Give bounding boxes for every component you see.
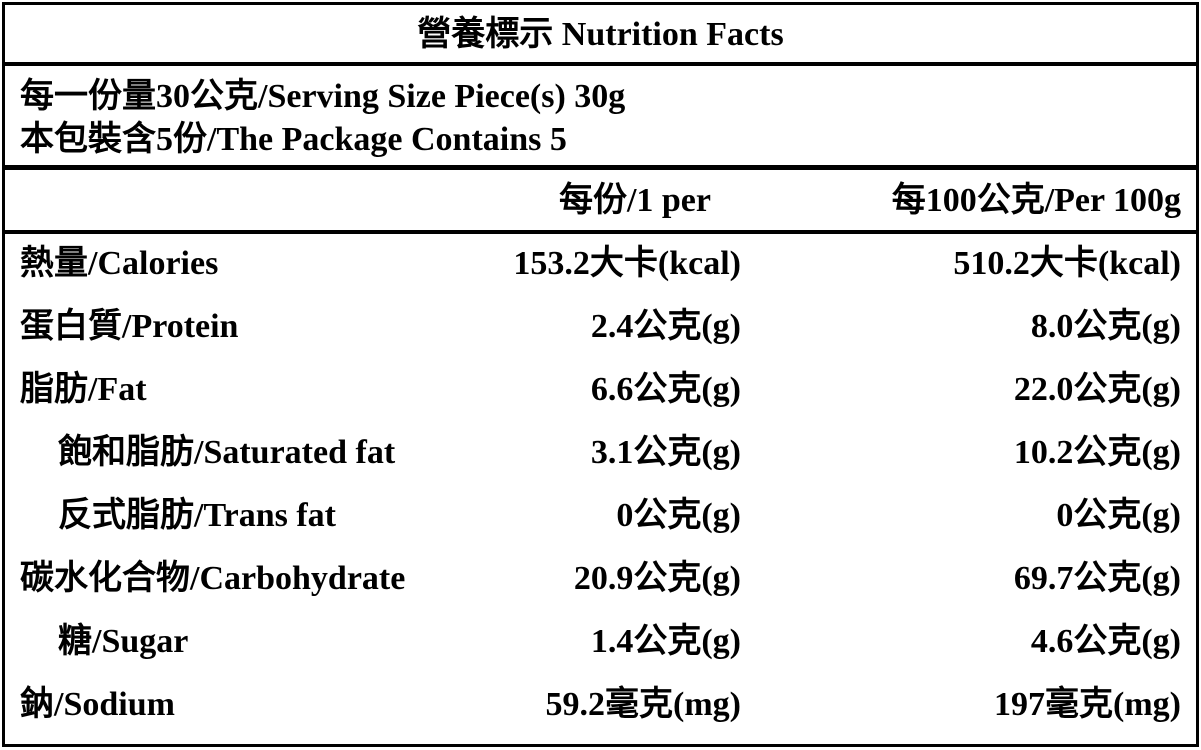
nutrient-value: 197毫克(mg) bbox=[994, 686, 1181, 723]
nutrient-value: 20.9公克(g) bbox=[573, 560, 741, 597]
nutrient-value: 22.0公克(g) bbox=[1013, 371, 1181, 408]
nutrient-value: 4.6公克(g) bbox=[1030, 623, 1181, 660]
column-header: 每份/1 per bbox=[558, 182, 711, 219]
nutrient-name: 熱量/Calories bbox=[20, 245, 219, 282]
nutrient-name: 飽和脂肪/Saturated fat bbox=[58, 434, 396, 471]
nutrient-name: 鈉/Sodium bbox=[20, 686, 175, 723]
nutrient-name: 碳水化合物/Carbohydrate bbox=[20, 560, 406, 597]
divider bbox=[2, 165, 1199, 170]
nutrient-value: 3.1公克(g) bbox=[590, 434, 741, 471]
nutrient-value: 0公克(g) bbox=[616, 497, 741, 534]
nutrient-value: 510.2大卡(kcal) bbox=[953, 245, 1181, 282]
servings-per-package: 本包裝含5份/The Package Contains 5 bbox=[20, 121, 567, 158]
column-header: 每100公克/Per 100g bbox=[891, 182, 1181, 219]
nutrient-value: 0公克(g) bbox=[1056, 497, 1181, 534]
title: 營養標示 Nutrition Facts bbox=[417, 16, 784, 53]
nutrient-value: 69.7公克(g) bbox=[1013, 560, 1181, 597]
nutrient-value: 6.6公克(g) bbox=[590, 371, 741, 408]
nutrient-name: 脂肪/Fat bbox=[20, 371, 147, 408]
divider bbox=[2, 62, 1199, 66]
nutrient-value: 59.2毫克(mg) bbox=[545, 686, 741, 723]
nutrient-name: 糖/Sugar bbox=[58, 623, 189, 660]
nutrient-name: 反式脂肪/Trans fat bbox=[58, 497, 336, 534]
nutrient-value: 10.2公克(g) bbox=[1013, 434, 1181, 471]
nutrient-value: 153.2大卡(kcal) bbox=[513, 245, 741, 282]
nutrient-value: 1.4公克(g) bbox=[590, 623, 741, 660]
nutrient-value: 8.0公克(g) bbox=[1030, 308, 1181, 345]
nutrient-value: 2.4公克(g) bbox=[590, 308, 741, 345]
nutrient-name: 蛋白質/Protein bbox=[20, 308, 239, 345]
serving-size: 每一份量30公克/Serving Size Piece(s) 30g bbox=[20, 78, 626, 115]
divider bbox=[2, 230, 1199, 234]
